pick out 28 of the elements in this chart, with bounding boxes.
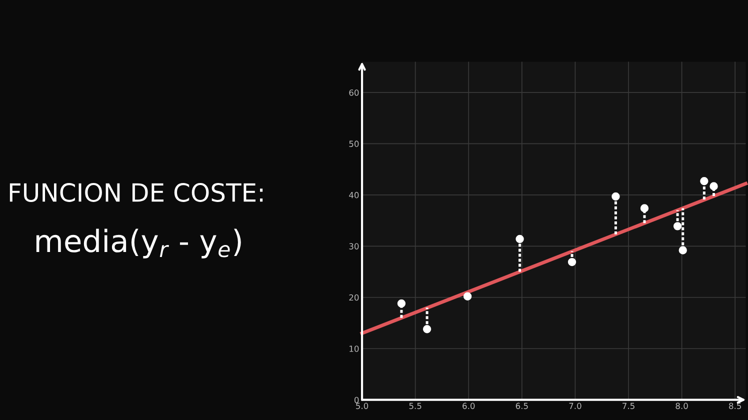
point bbox=[612, 192, 620, 201]
text: FUNCION DE COSTE: bbox=[10, 183, 263, 202]
y-tick-label: 50 bbox=[349, 140, 359, 147]
text: media(y$_{r}$ - y$_{e}$) bbox=[36, 228, 241, 258]
x-tick-label: 6.5 bbox=[516, 402, 528, 410]
point bbox=[673, 222, 682, 230]
x-tick-label: 7.0 bbox=[569, 402, 582, 410]
point bbox=[397, 299, 406, 308]
point bbox=[516, 234, 524, 244]
x-tick-label: 8.5 bbox=[729, 402, 741, 410]
y-tick-label: 0 bbox=[354, 396, 359, 404]
y-tick-label: 40 bbox=[349, 192, 359, 198]
x-tick-label: 5.0 bbox=[356, 402, 368, 410]
point bbox=[700, 177, 708, 186]
x-tick-label: 7.5 bbox=[622, 402, 634, 410]
y-tick-label: 30 bbox=[349, 243, 359, 250]
y-tick-label: 10 bbox=[350, 346, 359, 352]
point bbox=[463, 292, 472, 300]
x-tick-label: 8.0 bbox=[676, 402, 688, 410]
y-tick-label: 60 bbox=[349, 89, 359, 96]
point bbox=[710, 182, 718, 190]
point bbox=[422, 325, 432, 334]
point bbox=[640, 204, 649, 212]
point bbox=[568, 258, 576, 266]
x-tick-label: 6.0 bbox=[462, 402, 475, 410]
x-tick-label: 5.5 bbox=[409, 402, 422, 410]
y-tick-label: 20 bbox=[349, 294, 359, 301]
point bbox=[678, 246, 687, 254]
